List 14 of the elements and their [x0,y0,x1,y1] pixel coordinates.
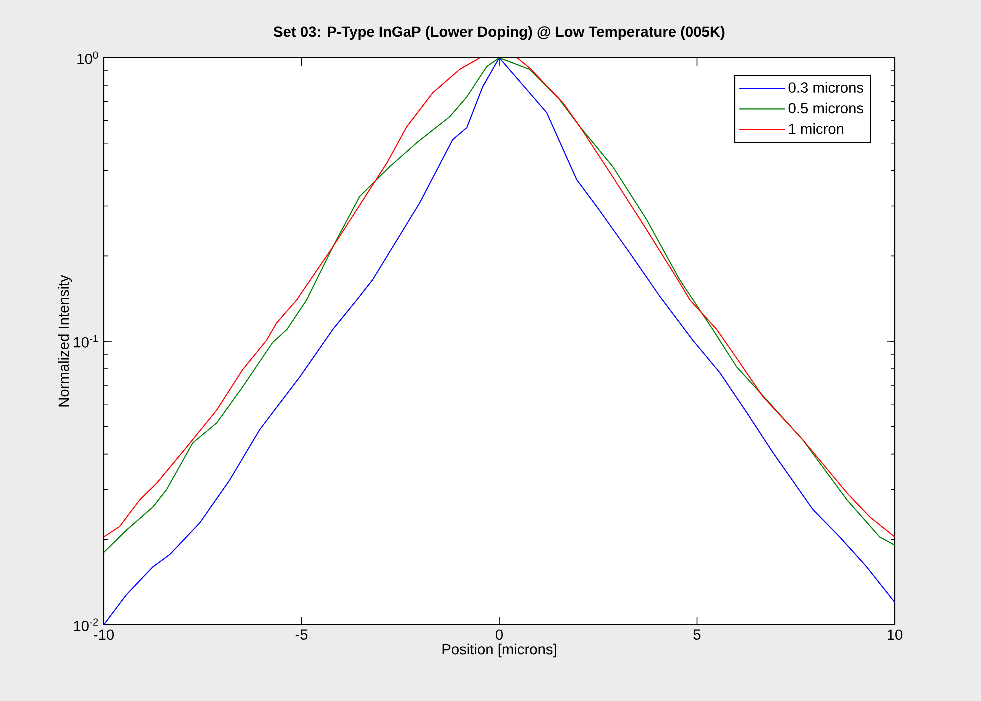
legend-label: 1 micron [789,123,844,134]
x-tick-label: 10 [888,630,903,640]
x-tick-label: 5 [694,630,701,640]
y-tick-label: 10$^{0}$ [78,52,98,64]
legend-label: 0.5 microns [788,102,864,114]
x-tick-label: 0 [496,630,503,640]
x-tick-label: -10 [94,630,114,640]
chart-title: Set 03: P-Type InGaP (Lower Doping) @ Low Temperature (005K) [274,26,725,40]
y-axis-title: Normalized Intensity [58,275,72,407]
y-tick-label: 10$^{-1}$ [74,335,98,348]
y-tick-label: 10$^{-2}$ [74,618,98,632]
legend-label: 0.3 microns [788,82,864,93]
x-tick-label: -5 [296,630,308,640]
x-axis-title: Position [microns] [442,644,556,658]
